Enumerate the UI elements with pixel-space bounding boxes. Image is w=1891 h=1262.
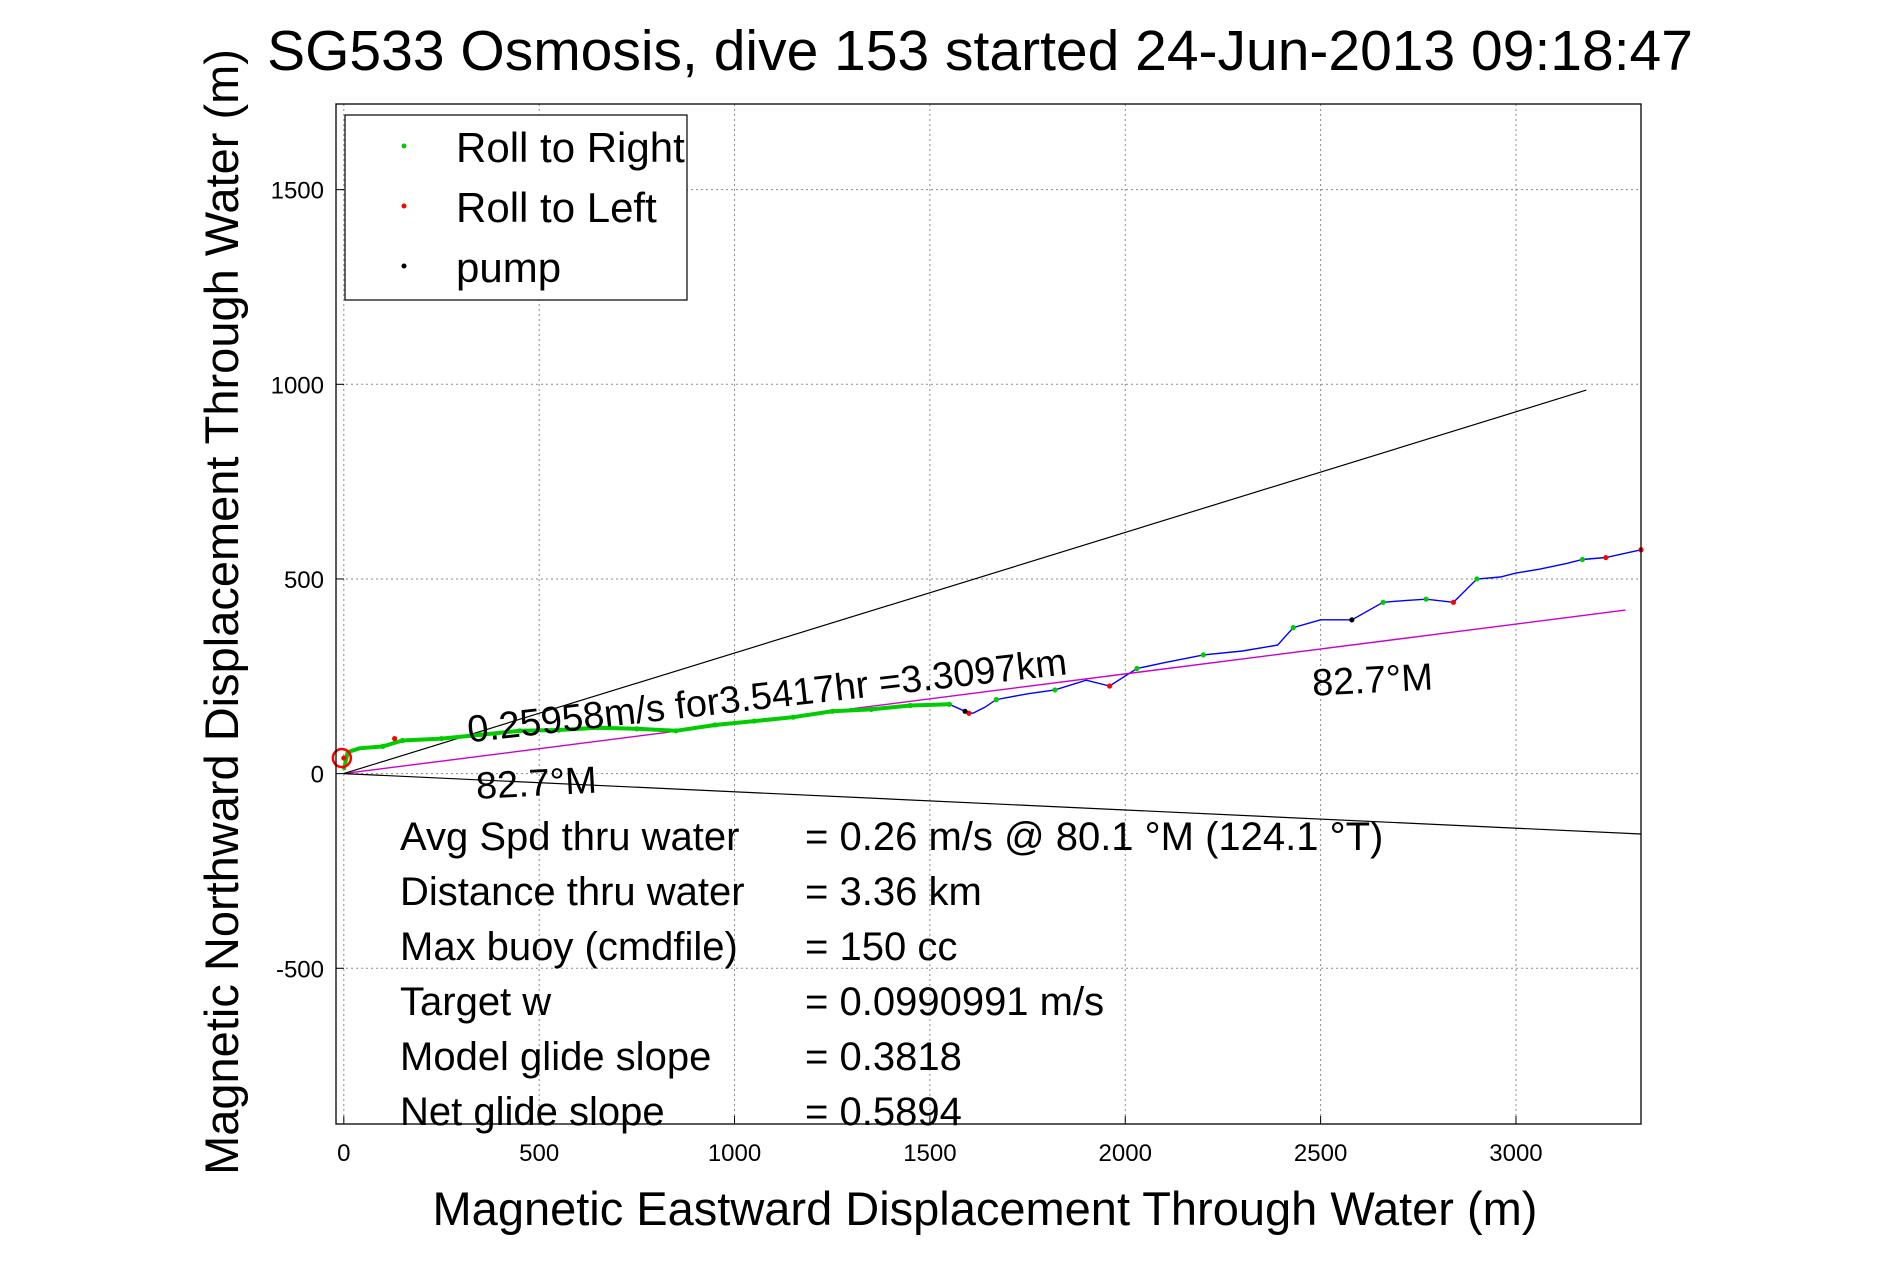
legend-label: Roll to Left xyxy=(456,184,657,231)
legend-swatch xyxy=(401,263,407,269)
marker-roll-right xyxy=(751,718,757,724)
marker-roll-right xyxy=(517,728,523,734)
x-tick-label: 3000 xyxy=(1489,1140,1542,1167)
x-tick-label: 2500 xyxy=(1294,1140,1347,1167)
marker-roll-right xyxy=(1134,665,1140,672)
y-tick-label: -500 xyxy=(276,956,324,983)
plot-frame xyxy=(335,103,1642,1125)
y-tick-label: 500 xyxy=(284,567,324,594)
marker-roll-right xyxy=(946,701,953,707)
stat-label: Net glide slope xyxy=(400,1090,665,1134)
x-axis-label: Magnetic Eastward Displacement Through W… xyxy=(433,1182,1538,1235)
stat-label: Target w xyxy=(400,980,551,1024)
marker-roll-right xyxy=(380,743,386,749)
marker-roll-left xyxy=(341,755,347,761)
marker-roll-right xyxy=(1474,576,1480,582)
annotation-label: 82.7°M xyxy=(1311,656,1434,704)
marker-roll-right xyxy=(907,702,913,709)
marker-roll-right xyxy=(993,697,999,703)
series-cone-upper-line xyxy=(343,389,1587,775)
annotation-label: 82.7°M xyxy=(475,760,598,808)
marker-roll-right xyxy=(477,732,484,738)
y-tick-label: 1000 xyxy=(271,372,324,399)
y-axis-label: Magnetic Northward Displacement Through … xyxy=(195,49,248,1175)
marker-roll-right xyxy=(438,735,445,742)
legend-label: Roll to Right xyxy=(456,124,685,171)
legend-swatch xyxy=(401,143,407,149)
x-tick-label: 2000 xyxy=(1099,1140,1152,1167)
marker-roll-right xyxy=(1052,687,1058,693)
plot-markers xyxy=(331,547,1644,769)
x-tick-label: 1000 xyxy=(708,1140,761,1167)
y-tick-label: 1500 xyxy=(271,178,324,205)
y-tick-label: 0 xyxy=(311,762,324,789)
marker-roll-left xyxy=(1603,554,1609,561)
stat-value: = 0.0990991 m/s xyxy=(805,980,1104,1024)
marker-roll-right xyxy=(868,706,874,712)
x-tick-label: 500 xyxy=(519,1140,559,1167)
marker-roll-left xyxy=(1107,683,1113,689)
marker-roll-left xyxy=(1450,599,1457,605)
stat-value: = 150 cc xyxy=(805,925,957,969)
legend-swatch xyxy=(401,203,407,209)
marker-roll-right xyxy=(1380,599,1386,605)
stat-label: Avg Spd thru water xyxy=(400,815,739,859)
stat-value: = 0.3818 xyxy=(805,1035,962,1079)
marker-roll-right xyxy=(1200,652,1206,658)
stat-value: = 0.26 m/s @ 80.1 °M (124.1 °T) xyxy=(805,815,1383,859)
legend-label: pump xyxy=(456,244,561,291)
marker-roll-right xyxy=(712,722,718,728)
stat-label: Distance thru water xyxy=(400,870,745,914)
marker-roll-right xyxy=(1423,596,1429,602)
marker-roll-left xyxy=(966,710,972,716)
marker-roll-right xyxy=(1290,625,1296,631)
marker-roll-right xyxy=(399,737,406,744)
x-tick-label: 0 xyxy=(337,1140,350,1167)
marker-roll-right xyxy=(1579,556,1585,563)
annotations: 0.25958m/s for3.5417hr =3.3097km 82.7°M 82… xyxy=(465,641,1434,808)
series-heading-line xyxy=(343,609,1626,775)
stat-value: = 3.36 km xyxy=(805,870,982,914)
stats-block: Avg Spd thru water = 0.26 m/s @ 80.1 °M (… xyxy=(400,815,1383,1134)
marker-roll-right xyxy=(829,708,835,714)
chart-title: SG533 Osmosis, dive 153 started 24-Jun-2… xyxy=(267,19,1693,83)
stat-value: = 0.5894 xyxy=(805,1090,962,1134)
marker-roll-right xyxy=(790,714,796,720)
series-cone-lower-line xyxy=(343,773,1642,835)
annotation-label: 0.25958m/s for3.5417hr =3.3097km xyxy=(465,641,1069,751)
start-loop-marker xyxy=(331,747,353,769)
marker-pump xyxy=(1349,617,1355,623)
marker-roll-right xyxy=(595,725,601,731)
legend: Roll to Right Roll to Left pump xyxy=(344,114,688,301)
marker-roll-left xyxy=(392,735,398,742)
tick-labels: 0 500 1000 1500 2000 2500 3000 -500 0 500 1000 1500 xyxy=(271,178,1543,1167)
marker-roll-right xyxy=(673,728,679,734)
stat-label: Max buoy (cmdfile) xyxy=(400,925,738,969)
stat-label: Model glide slope xyxy=(400,1035,711,1079)
marker-roll-right xyxy=(556,727,562,733)
marker-roll-right xyxy=(634,726,640,732)
x-tick-label: 1500 xyxy=(903,1140,956,1167)
marker-pump xyxy=(962,708,968,714)
